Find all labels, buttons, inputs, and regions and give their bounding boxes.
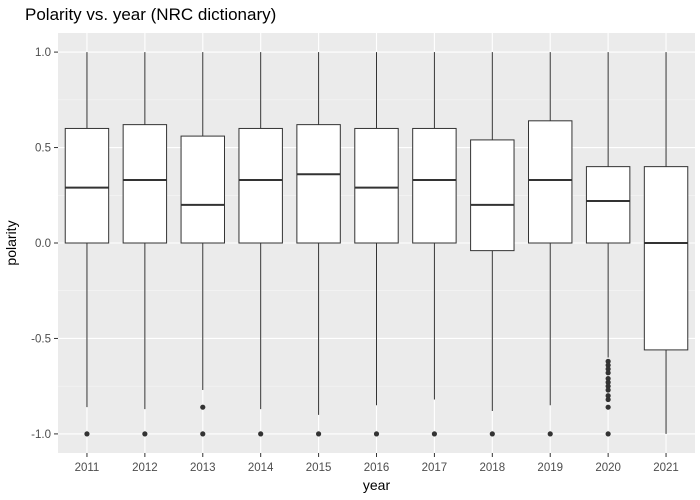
x-tick-label: 2011 xyxy=(75,462,100,474)
x-tick-label: 2019 xyxy=(537,462,563,474)
outlier-point xyxy=(84,431,90,437)
outlier-point xyxy=(200,431,206,437)
box-2020 xyxy=(585,166,631,244)
outlier-point xyxy=(315,431,322,437)
outlier-point xyxy=(605,358,611,364)
outlier-point xyxy=(605,383,611,389)
outlier-point xyxy=(605,366,611,372)
box-2018 xyxy=(470,139,515,252)
x-axis-label: year xyxy=(363,477,391,493)
outlier-point xyxy=(258,431,264,437)
x-tick-label: 2020 xyxy=(595,462,621,474)
x-tick-label: 2014 xyxy=(248,462,274,474)
y-tick-label: 0.5 xyxy=(35,143,51,155)
outlier-point xyxy=(605,393,611,399)
box-2017 xyxy=(412,127,457,244)
x-tick-label: 2012 xyxy=(132,462,158,474)
x-tick-label: 2018 xyxy=(480,462,506,474)
y-axis-label: polarity xyxy=(3,220,19,265)
outlier-point xyxy=(605,431,611,437)
y-tick-label: -0.5 xyxy=(31,333,51,345)
x-tick-label: 2016 xyxy=(364,462,390,474)
box-2012 xyxy=(122,124,168,244)
chart-title: Polarity vs. year (NRC dictionary) xyxy=(25,5,277,24)
box-2011 xyxy=(64,127,110,244)
y-tick-label: -1.0 xyxy=(31,429,51,441)
outlier-point xyxy=(605,404,611,410)
box-2019 xyxy=(528,120,573,244)
outlier-point xyxy=(605,379,611,385)
x-tick-label: 2013 xyxy=(190,462,216,474)
outlier-point xyxy=(142,431,148,437)
y-tick-label: 0.0 xyxy=(35,238,51,250)
outlier-point xyxy=(547,431,553,437)
outlier-point xyxy=(489,431,495,437)
box-2021 xyxy=(643,166,689,351)
outlier-point xyxy=(431,431,438,437)
outlier-point xyxy=(605,370,611,376)
outlier-point xyxy=(200,404,206,410)
outlier-point xyxy=(605,375,611,382)
box-2013 xyxy=(180,135,225,244)
x-tick-label: 2021 xyxy=(653,462,679,474)
outlier-point xyxy=(605,396,611,403)
x-tick-label: 2015 xyxy=(306,462,332,474)
box-2014 xyxy=(238,127,283,244)
box-2015 xyxy=(296,124,341,244)
x-tick-label: 2017 xyxy=(422,462,448,474)
outlier-point xyxy=(605,362,611,368)
outlier-point xyxy=(373,431,380,437)
y-tick-label: 1.0 xyxy=(35,47,51,59)
box-2016 xyxy=(354,127,399,244)
outlier-point xyxy=(605,387,611,393)
